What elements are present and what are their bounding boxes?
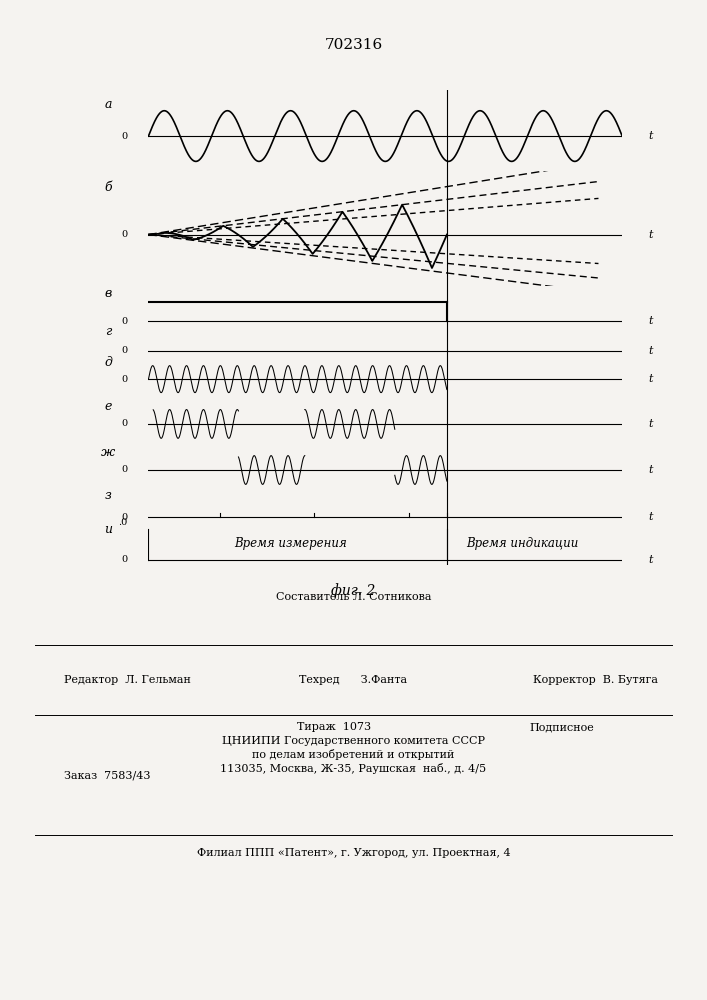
- Text: ЦНИИПИ Государственного комитета СССР: ЦНИИПИ Государственного комитета СССР: [222, 736, 485, 746]
- Text: t: t: [648, 465, 653, 475]
- Text: t: t: [648, 346, 653, 356]
- Text: 0: 0: [121, 555, 127, 564]
- Text: а: а: [105, 98, 112, 111]
- Text: 113035, Москва, Ж-35, Раушская  наб., д. 4/5: 113035, Москва, Ж-35, Раушская наб., д. …: [221, 764, 486, 774]
- Text: Филиал ППП «Патент», г. Ужгород, ул. Проектная, 4: Филиал ППП «Патент», г. Ужгород, ул. Про…: [197, 848, 510, 858]
- Text: и: и: [104, 523, 112, 536]
- Text: 0: 0: [121, 317, 127, 326]
- Text: г: г: [105, 325, 112, 338]
- Text: 0: 0: [121, 132, 127, 141]
- Text: t: t: [648, 419, 653, 429]
- Text: з: з: [105, 489, 112, 502]
- Text: Корректор  В. Бутяга: Корректор В. Бутяга: [532, 675, 658, 685]
- Text: Заказ  7583/43: Заказ 7583/43: [64, 770, 150, 780]
- Text: t: t: [648, 230, 653, 240]
- Text: t: t: [648, 374, 653, 384]
- Text: Тираж  1073: Тираж 1073: [297, 722, 371, 732]
- Text: Составитель Л. Сотникова: Составитель Л. Сотникова: [276, 592, 431, 602]
- Text: t: t: [648, 131, 653, 141]
- Text: е: е: [105, 400, 112, 413]
- Text: 702316: 702316: [325, 38, 382, 52]
- Text: .0: .0: [118, 518, 127, 527]
- Text: б: б: [105, 181, 112, 194]
- Text: по делам изобретений и открытий: по делам изобретений и открытий: [252, 750, 455, 761]
- Text: Редактор  Л. Гельман: Редактор Л. Гельман: [64, 675, 190, 685]
- Text: 0: 0: [121, 466, 127, 475]
- Text: ж: ж: [101, 446, 115, 459]
- Text: 0: 0: [121, 419, 127, 428]
- Text: t: t: [648, 555, 653, 565]
- Text: Подписное: Подписное: [529, 722, 594, 732]
- Text: 0: 0: [121, 513, 127, 522]
- Text: в: в: [105, 287, 112, 300]
- Text: Время измерения: Время измерения: [234, 537, 347, 550]
- Text: t: t: [648, 512, 653, 522]
- Text: Время индикации: Время индикации: [467, 537, 579, 550]
- Text: Техред      З.Фанта: Техред З.Фанта: [300, 675, 407, 685]
- Text: 0: 0: [121, 230, 127, 239]
- Text: 0: 0: [121, 346, 127, 355]
- Text: фиг. 2: фиг. 2: [332, 583, 375, 598]
- Text: t: t: [648, 316, 653, 326]
- Text: 0: 0: [121, 375, 127, 384]
- Text: д: д: [104, 356, 112, 369]
